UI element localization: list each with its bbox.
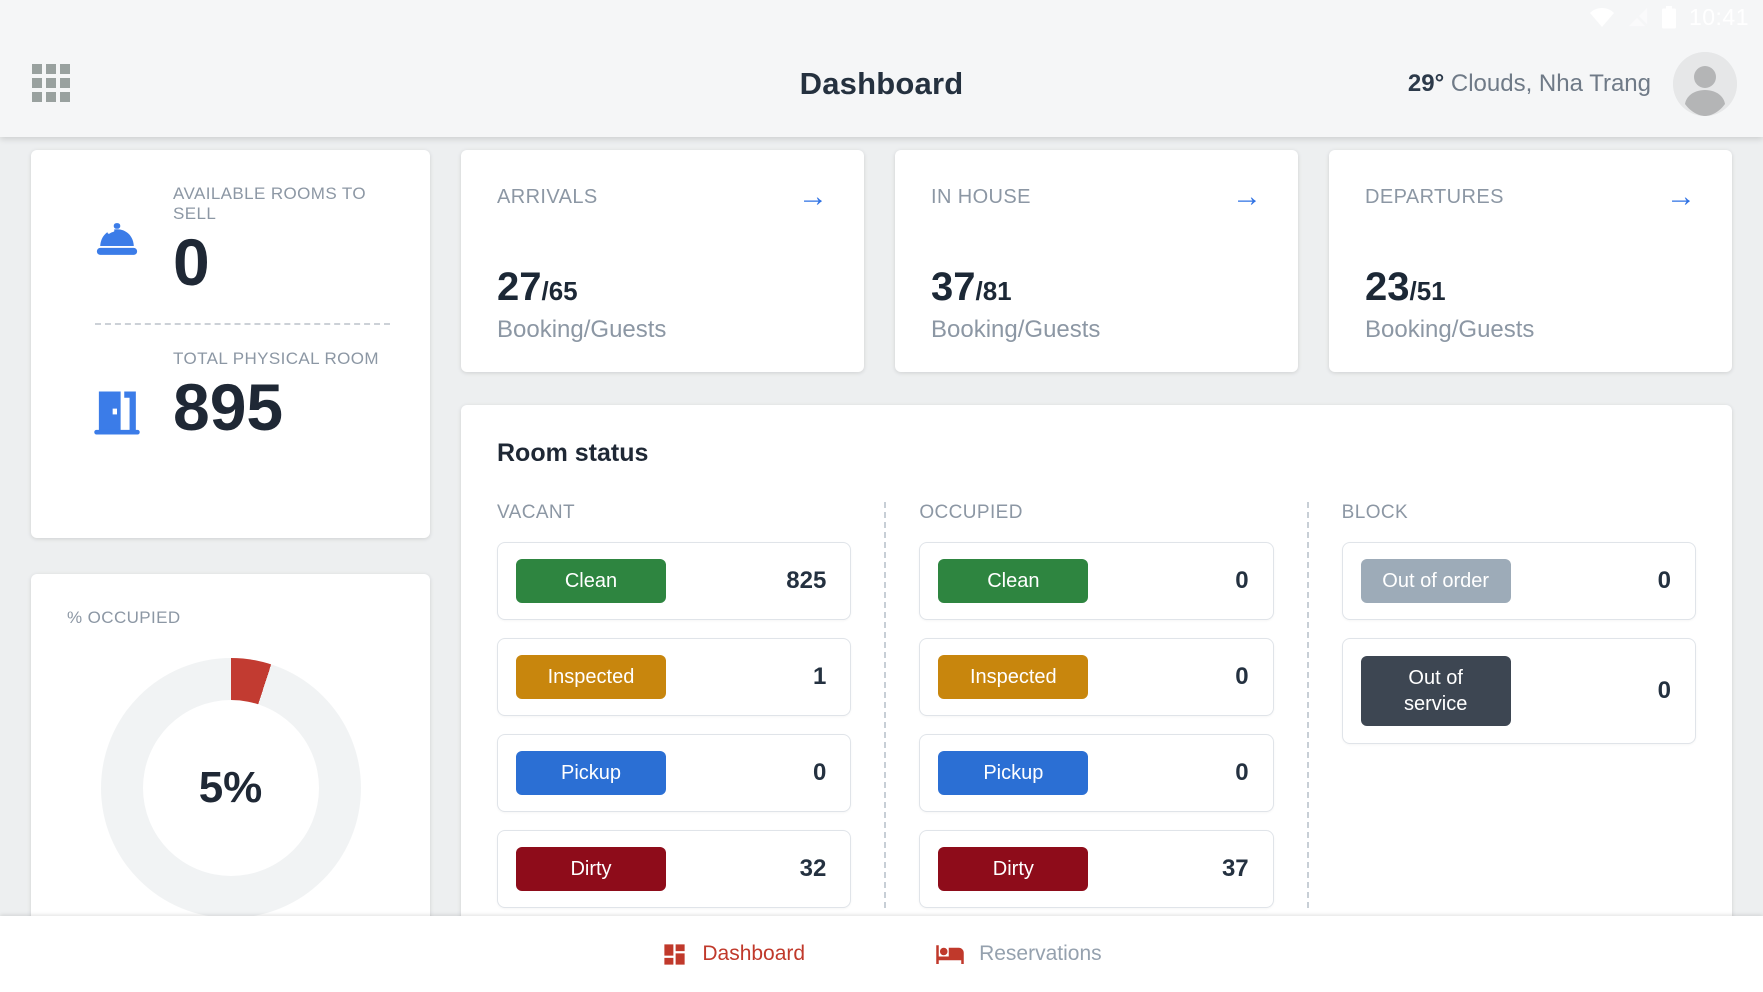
clean-badge: Clean [516,559,666,603]
wifi-icon [1589,7,1614,27]
vacant-clean-row: Clean 825 [497,542,852,620]
arrivals-label: ARRIVALS [497,185,598,208]
occupied-inspected-row: Inspected 0 [919,638,1274,716]
vacant-column: VACANT Clean 825 Inspected 1 Pickup 0 D [497,502,852,908]
divider [1306,502,1309,908]
dirty-badge: Dirty [516,847,666,891]
out-of-service-value: 0 [1657,677,1671,704]
vacant-dirty-row: Dirty 32 [497,830,852,908]
app-bar: Dashboard 29° Clouds, Nha Trang [0,30,1763,137]
arrivals-card: ARRIVALS → 27/65 Booking/Guests [461,150,864,372]
arrivals-total: /65 [541,276,578,306]
available-rooms-label: AVAILABLE ROOMS TO SELL [173,184,367,223]
rooms-summary-card: AVAILABLE ROOMS TO SELL 0 TOTAL PHYSICAL… [31,150,430,538]
battery-icon [1661,5,1676,28]
total-rooms-metric: TOTAL PHYSICAL ROOM 895 [61,349,394,444]
weather-temp: 29° [1407,69,1445,97]
main-content: AVAILABLE ROOMS TO SELL 0 TOTAL PHYSICAL… [0,137,1763,992]
vacant-clean-value: 825 [786,567,827,594]
nav-reservations-label: Reservations [979,942,1102,965]
inspected-badge: Inspected [516,655,666,699]
occupied-inspected-value: 0 [1235,663,1249,690]
service-bell-icon [96,223,138,255]
door-icon [94,391,140,435]
dashboard-icon [664,943,685,965]
top-chrome: 10:41 Dashboard 29° Clouds, Nha Trang [0,0,1763,137]
dirty-badge: Dirty [938,847,1089,891]
avatar[interactable] [1673,51,1737,116]
status-bar: 10:41 [0,0,1763,30]
room-status-title: Room status [497,439,649,467]
inhouse-arrow-icon[interactable]: → [1232,180,1262,213]
occupied-dirty-row: Dirty 37 [919,830,1274,908]
weather-info: 29° Clouds, Nha Trang [1408,70,1651,98]
nav-dashboard-label: Dashboard [702,942,806,965]
inhouse-label: IN HOUSE [931,185,1031,208]
vacant-pickup-row: Pickup 0 [497,734,852,812]
occupied-pickup-row: Pickup 0 [919,734,1274,812]
page-title: Dashboard [799,65,964,101]
departures-card: DEPARTURES → 23/51 Booking/Guests [1329,150,1732,372]
signal-off-icon [1627,6,1649,28]
occupied-clean-value: 0 [1235,567,1249,594]
bed-icon [936,945,964,964]
departures-label: DEPARTURES [1365,185,1504,208]
arrivals-count: 27 [497,265,542,309]
vacant-pickup-value: 0 [812,759,827,786]
departures-total: /51 [1409,276,1446,306]
occupancy-percent: 5% [198,763,263,812]
block-label: BLOCK [1341,502,1409,523]
vacant-inspected-value: 1 [812,663,827,690]
room-status-card: Room status VACANT Clean 825 Inspected 1… [461,405,1732,992]
pickup-badge: Pickup [516,751,666,795]
occupied-pickup-value: 0 [1235,759,1249,786]
inspected-badge: Inspected [938,655,1089,699]
available-rooms-metric: AVAILABLE ROOMS TO SELL 0 [61,184,394,299]
occupied-clean-row: Clean 0 [919,542,1274,620]
nav-reservations[interactable]: Reservations [935,939,1102,969]
occupancy-label: % OCCUPIED [67,608,181,627]
block-column: BLOCK Out of order 0 Out of service 0 [1341,502,1696,908]
vacant-dirty-value: 32 [799,855,827,882]
inhouse-sub: Booking/Guests [931,316,1101,343]
departures-arrow-icon[interactable]: → [1666,180,1696,213]
total-rooms-label: TOTAL PHYSICAL ROOM [173,348,379,368]
out-of-service-badge: Out of service [1360,656,1511,726]
total-rooms-value: 895 [173,369,284,444]
person-icon [1673,51,1737,116]
bottom-nav: Dashboard Reservations [0,916,1763,992]
occupied-dirty-value: 37 [1221,855,1249,882]
nav-dashboard[interactable]: Dashboard [661,941,805,968]
pickup-badge: Pickup [938,751,1089,795]
weather-desc: Clouds, Nha Trang [1444,69,1651,97]
out-of-order-badge: Out of order [1360,559,1511,603]
apps-menu-icon[interactable] [32,63,72,104]
clock: 10:41 [1688,3,1749,30]
arrivals-arrow-icon[interactable]: → [798,180,828,213]
divider [95,322,390,325]
inhouse-card: IN HOUSE → 37/81 Booking/Guests [895,150,1298,372]
occupancy-card: % OCCUPIED 5% [31,574,430,992]
departures-count: 23 [1365,265,1410,309]
out-of-order-value: 0 [1657,567,1671,594]
clean-badge: Clean [938,559,1089,603]
inhouse-count: 37 [931,265,976,309]
occupied-column: OCCUPIED Clean 0 Inspected 0 Pickup 0 D [919,502,1274,908]
inhouse-total: /81 [975,276,1012,306]
occupancy-donut-chart: 5% [100,658,361,918]
vacant-label: VACANT [497,502,576,523]
divider [884,502,887,908]
out-of-service-row: Out of service 0 [1341,638,1696,744]
arrivals-sub: Booking/Guests [497,316,667,343]
out-of-order-row: Out of order 0 [1341,542,1696,620]
vacant-inspected-row: Inspected 1 [497,638,852,716]
available-rooms-value: 0 [173,225,210,299]
departures-sub: Booking/Guests [1365,316,1535,343]
occupied-label: OCCUPIED [919,502,1023,523]
